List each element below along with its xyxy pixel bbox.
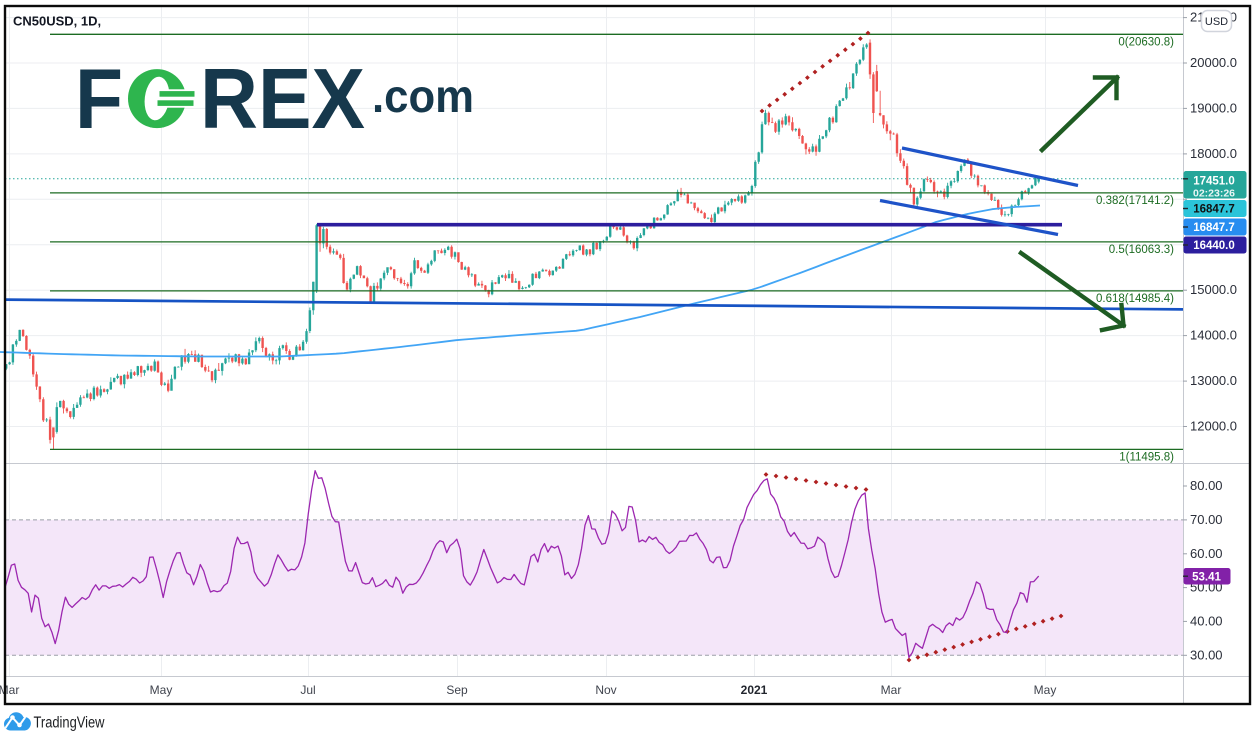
svg-text:Mar: Mar (881, 683, 902, 697)
svg-text:16440.0: 16440.0 (1193, 240, 1235, 252)
svg-text:Nov: Nov (595, 683, 616, 697)
svg-text:2021: 2021 (741, 683, 768, 697)
svg-text:70.00: 70.00 (1190, 512, 1223, 527)
svg-text:13000.0: 13000.0 (1190, 373, 1237, 388)
svg-text:0.382(17141.2): 0.382(17141.2) (1096, 195, 1174, 207)
svg-text:USD: USD (1205, 16, 1228, 28)
svg-text:0(20630.8): 0(20630.8) (1118, 36, 1174, 48)
svg-text:16847.7: 16847.7 (1193, 222, 1235, 234)
svg-text:40.00: 40.00 (1190, 613, 1223, 628)
svg-text:14000.0: 14000.0 (1190, 328, 1237, 343)
svg-text:May: May (150, 683, 173, 697)
svg-text:.com: .com (372, 70, 474, 122)
svg-text:60.00: 60.00 (1190, 546, 1223, 561)
svg-text:Jul: Jul (300, 683, 315, 697)
svg-text:17451.0: 17451.0 (1193, 176, 1235, 188)
svg-text:Mar: Mar (0, 683, 19, 697)
svg-text:REX: REX (200, 52, 365, 147)
svg-text:Sep: Sep (446, 683, 468, 697)
svg-text:12000.0: 12000.0 (1190, 419, 1237, 434)
svg-text:May: May (1034, 683, 1057, 697)
svg-text:1(11495.8): 1(11495.8) (1119, 451, 1174, 463)
svg-text:0.5(16063.3): 0.5(16063.3) (1109, 244, 1174, 256)
svg-text:16847.7: 16847.7 (1193, 204, 1235, 216)
svg-text:0.618(14985.4): 0.618(14985.4) (1096, 293, 1174, 305)
svg-text:19000.0: 19000.0 (1190, 100, 1237, 115)
svg-text:CN50USD, 1D,: CN50USD, 1D, (13, 14, 101, 29)
svg-text:18000.0: 18000.0 (1190, 146, 1237, 161)
svg-text:53.41: 53.41 (1192, 572, 1221, 584)
svg-text:30.00: 30.00 (1190, 647, 1223, 662)
svg-text:TradingView: TradingView (34, 715, 106, 732)
svg-text:80.00: 80.00 (1190, 478, 1223, 493)
svg-text:15000.0: 15000.0 (1190, 282, 1237, 297)
svg-text:02:23:26: 02:23:26 (1193, 188, 1235, 200)
svg-text:20000.0: 20000.0 (1190, 55, 1237, 70)
svg-text:F: F (75, 52, 123, 147)
